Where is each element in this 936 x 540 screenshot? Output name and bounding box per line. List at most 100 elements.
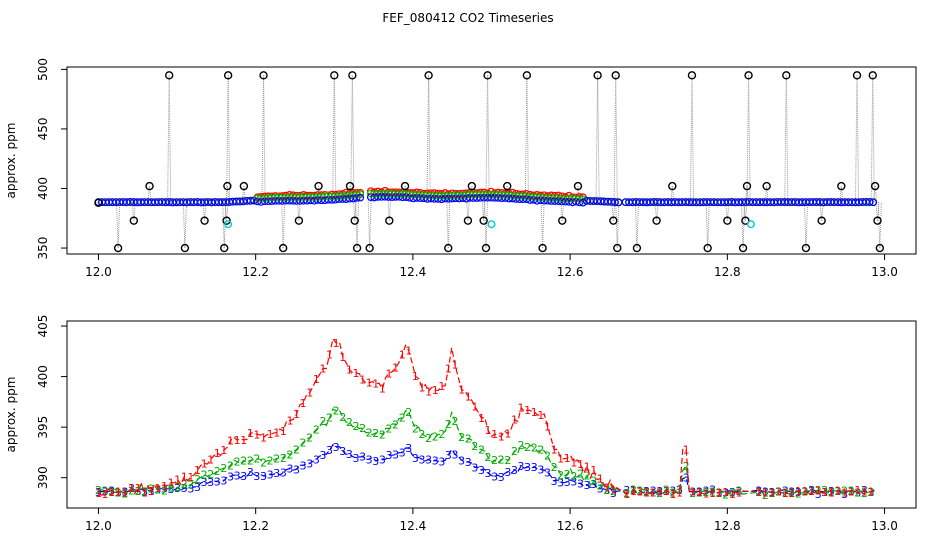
bottom-panel-frame <box>66 320 917 509</box>
series-point-label: 3 <box>121 485 128 498</box>
series-point-label: 2 <box>478 443 485 456</box>
series-point-label: 3 <box>95 486 102 499</box>
spike-point <box>223 71 233 80</box>
spike-connector <box>540 199 544 249</box>
series-point-label: 1 <box>630 485 637 498</box>
spike-connector <box>740 202 744 249</box>
series-point-label: 1 <box>95 487 102 500</box>
y-tick-label: 450 <box>36 117 50 140</box>
x-tick-label: 12.8 <box>714 519 741 533</box>
spike-connector <box>184 202 187 249</box>
series-point-label: 3 <box>445 449 452 462</box>
series-point-label: 3 <box>702 484 709 497</box>
series-point-label: 3 <box>359 451 366 464</box>
series-point-label: 1 <box>412 370 419 383</box>
series-line <box>98 408 875 497</box>
spike-connector <box>446 197 449 249</box>
series-point-label: 1 <box>108 486 115 499</box>
series-point-label: 1 <box>154 482 161 495</box>
series-point-label: 1 <box>366 377 373 390</box>
spike-point <box>294 216 304 225</box>
series-point-label: 1 <box>669 488 676 501</box>
series-point-label: 2 <box>577 468 584 481</box>
spike-point <box>222 216 231 225</box>
spike-point <box>723 216 732 225</box>
series-point-label: 1 <box>643 487 650 500</box>
series-point-label: 2 <box>168 482 175 495</box>
series-point-label: 2 <box>161 485 168 498</box>
spike-point <box>870 181 880 191</box>
series-point-label: 3 <box>669 484 676 497</box>
series-point-label: 1 <box>557 452 564 465</box>
spike-point <box>593 71 602 80</box>
series-point-label: 2 <box>491 454 498 467</box>
spike-point <box>113 243 123 253</box>
top-panel-frame <box>66 66 917 255</box>
series-point-label: 1 <box>234 434 241 447</box>
series-point-label: 1 <box>425 385 432 398</box>
series-point-label: 2 <box>537 443 544 456</box>
series-point-label: 1 <box>207 453 214 466</box>
spike-point <box>611 71 620 80</box>
series-point-label: 2 <box>293 443 300 456</box>
series-point-label: 1 <box>861 485 868 498</box>
series-point-label: 2 <box>458 431 465 444</box>
series-point-label: 2 <box>352 420 359 433</box>
spike-point <box>558 216 567 225</box>
series-point-label: 2 <box>511 445 518 458</box>
series-point-label: 1 <box>148 485 155 498</box>
series-point-label: 1 <box>326 349 333 362</box>
spike-connector <box>784 75 787 203</box>
series-point-label: 3 <box>346 448 353 461</box>
series-point-label: 1 <box>835 485 842 498</box>
spike-connector <box>469 186 473 197</box>
series-point-label: 2 <box>359 422 366 435</box>
series-point-label: 1 <box>115 486 122 499</box>
spike-connector <box>332 75 335 199</box>
y-tick-label: 500 <box>36 58 50 81</box>
series-point-label: 1 <box>313 373 320 386</box>
series-point-label: 2 <box>808 485 815 498</box>
series-point-label: 3 <box>524 461 531 474</box>
x-tick-label: 13.0 <box>871 265 898 279</box>
spike-connector <box>222 202 225 249</box>
series-point-label: 1 <box>702 488 709 501</box>
series-point-label: 3 <box>815 488 822 501</box>
series-point-label: 3 <box>504 466 511 479</box>
series-point-label: 1 <box>868 485 875 498</box>
series-point-label: 3 <box>590 478 597 491</box>
series-point-label: 1 <box>551 444 558 457</box>
series-point-label: 2 <box>815 484 822 497</box>
series-point-label: 2 <box>121 488 128 501</box>
series-point-label: 2 <box>854 487 861 500</box>
spike-connector <box>877 202 881 249</box>
series-point-label: 1 <box>385 367 392 380</box>
series-point-label: 3 <box>379 454 386 467</box>
series-point-label: 3 <box>300 459 307 472</box>
series-point-label: 2 <box>557 469 564 482</box>
series-point-label: 1 <box>478 412 485 425</box>
series-point-label: 3 <box>240 470 247 483</box>
spike-connector <box>367 195 371 249</box>
series-point-label: 3 <box>735 485 742 498</box>
series-point-label: 1 <box>392 362 399 375</box>
series-point-label: 2 <box>564 468 571 481</box>
top-panel-marks <box>94 71 885 253</box>
series-point-label: 2 <box>260 456 267 469</box>
spike-connector <box>355 196 358 249</box>
series-point-label: 3 <box>452 449 459 462</box>
series-point-label: 1 <box>372 378 379 391</box>
spike-connector <box>766 186 769 203</box>
spike-point <box>314 181 323 191</box>
spike-connector <box>505 186 508 197</box>
series-point-label: 2 <box>709 486 716 499</box>
series-point-label: 3 <box>564 476 571 489</box>
x-tick-label: 12.2 <box>242 265 269 279</box>
series-point-label: 3 <box>841 488 848 501</box>
spike-connector <box>854 75 858 203</box>
series-point-label: 2 <box>194 473 201 486</box>
spike-connector <box>879 202 882 249</box>
